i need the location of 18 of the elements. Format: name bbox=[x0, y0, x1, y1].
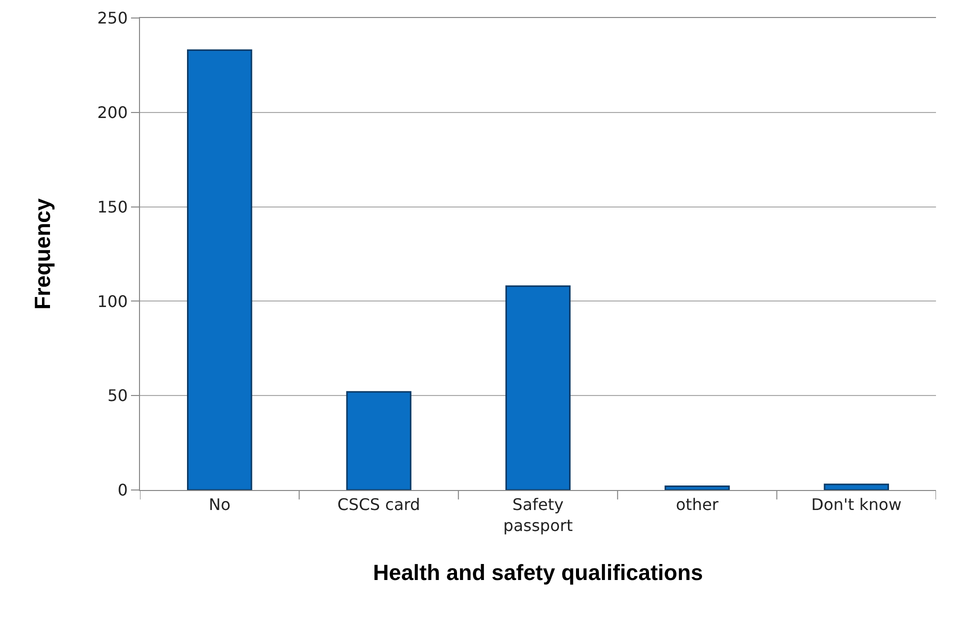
y-tick-label: 200 bbox=[97, 103, 128, 122]
x-tick-label: Don't know bbox=[811, 495, 902, 514]
bar bbox=[505, 285, 571, 490]
bar bbox=[824, 484, 889, 490]
y-axis-title: Frequency bbox=[30, 198, 56, 310]
x-tick-label: No bbox=[208, 495, 230, 514]
y-tick-label: 100 bbox=[97, 292, 128, 311]
bar bbox=[664, 485, 730, 490]
x-tick-label: other bbox=[676, 495, 719, 514]
bar bbox=[346, 391, 412, 490]
y-tick-label: 0 bbox=[118, 480, 128, 500]
y-tick-label: 250 bbox=[97, 8, 128, 28]
y-tick-label: 150 bbox=[97, 197, 128, 216]
bar bbox=[187, 49, 252, 490]
x-axis-title: Health and safety qualifications bbox=[372, 560, 704, 585]
x-tick-label: Safety passport bbox=[503, 495, 573, 535]
y-tick-label: 50 bbox=[107, 386, 128, 406]
x-tick-label: CSCS card bbox=[337, 495, 420, 514]
